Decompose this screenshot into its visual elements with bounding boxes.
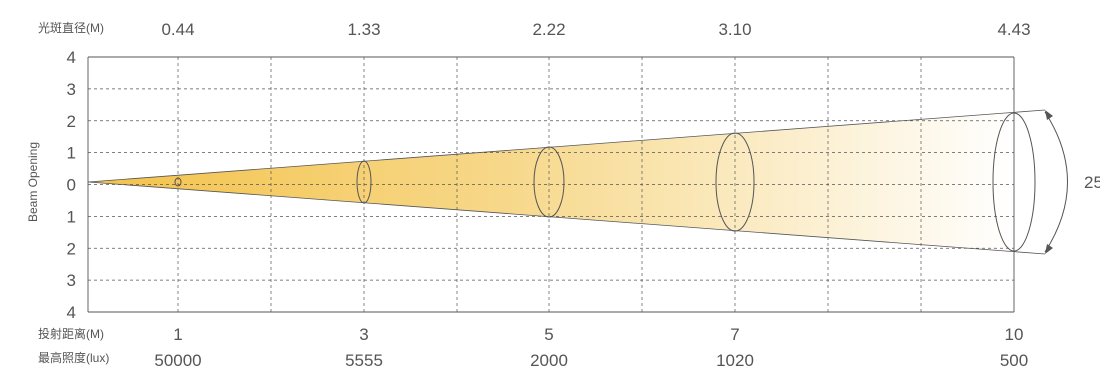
lux-row-label: 最高照度(lux) [38, 350, 109, 365]
beam-edge-top [87, 109, 1046, 183]
beam-section-ellipse [533, 146, 565, 218]
y-tick-label: 3 [67, 80, 76, 99]
diameter-value: 3.10 [718, 20, 751, 39]
y-tick-label: 2 [67, 239, 76, 258]
y-tick-label: 1 [67, 207, 76, 226]
y-tick-label: 1 [67, 144, 76, 163]
beam-section-ellipse [715, 132, 755, 232]
distance-value: 1 [173, 325, 182, 344]
beam-cone [88, 113, 1014, 251]
distance-row-label: 投射距离(M) [38, 326, 104, 341]
grid [87, 56, 1015, 313]
lux-value: 2000 [530, 351, 568, 370]
y-axis-label: Beam Opening [26, 142, 40, 222]
diameter-value: 1.33 [347, 20, 380, 39]
distance-values: 1 3 5 7 10 [173, 325, 1023, 344]
angle-arc [1044, 111, 1068, 253]
y-tick-label: 4 [67, 303, 76, 322]
y-tick-label: 4 [67, 48, 76, 67]
distance-value: 7 [730, 325, 739, 344]
y-ticks: 4 3 2 1 0 1 2 3 4 [67, 48, 76, 322]
distance-value: 10 [1005, 325, 1024, 344]
angle-arrow-bottom [1045, 244, 1053, 254]
angle-arrow-top [1045, 110, 1053, 120]
beam-section-ellipse [174, 177, 182, 187]
y-tick-label: 0 [67, 176, 76, 195]
beam-section-ellipse [356, 160, 372, 204]
beam-section-ellipse [992, 112, 1036, 252]
diameter-row-label: 光斑直径(M) [38, 21, 104, 35]
angle-label: 25 [1084, 173, 1100, 192]
distance-value: 3 [359, 325, 368, 344]
lux-value: 1020 [716, 351, 754, 370]
diameter-value: 4.43 [997, 20, 1030, 39]
lux-value: 500 [1000, 351, 1028, 370]
lux-values: 50000 5555 2000 1020 500 [154, 351, 1028, 370]
distance-value: 5 [544, 325, 553, 344]
lux-value: 50000 [154, 351, 201, 370]
diameter-value: 0.44 [161, 20, 194, 39]
y-tick-label: 3 [67, 271, 76, 290]
diameter-value: 2.22 [532, 20, 565, 39]
beam-edge-bottom [87, 181, 1046, 255]
diameter-values: 0.44 1.33 2.22 3.10 4.43 [161, 20, 1030, 39]
lux-value: 5555 [345, 351, 383, 370]
beam-sections [174, 112, 1036, 252]
y-tick-label: 2 [67, 112, 76, 131]
